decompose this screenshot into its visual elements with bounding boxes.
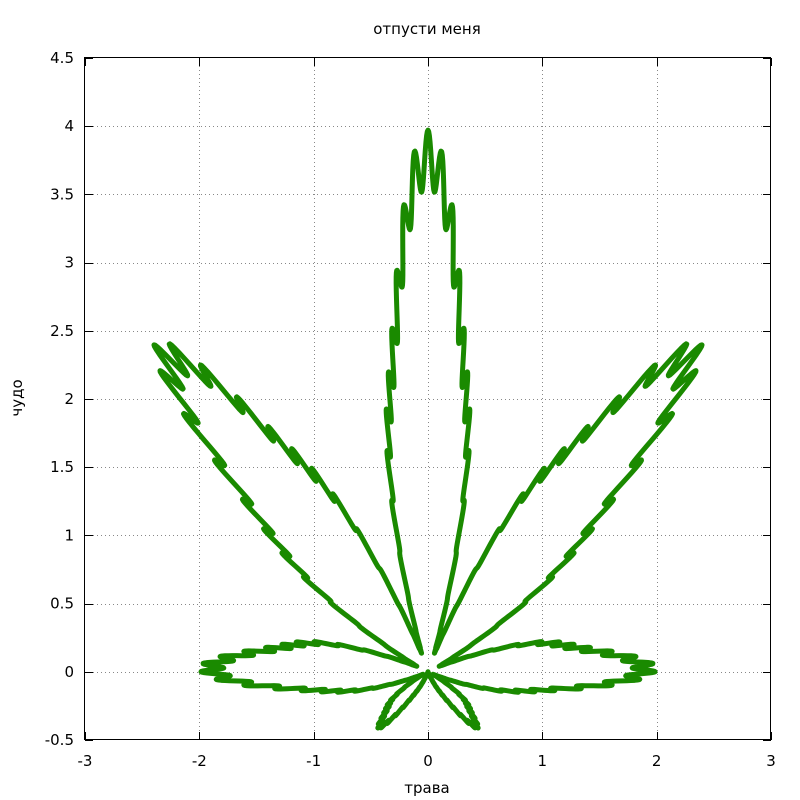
- y-axis-label: чудо: [8, 379, 26, 416]
- plot-frame: [84, 57, 771, 740]
- x-tick-label: 2: [652, 752, 662, 770]
- grid-lines: [85, 58, 771, 740]
- y-tick-label: 2: [64, 390, 74, 408]
- axis-ticks: [85, 58, 772, 741]
- y-tick-label: 2.5: [50, 322, 74, 340]
- x-tick-label: 0: [423, 752, 433, 770]
- y-tick-label: 3: [64, 254, 74, 272]
- y-tick-label: 0: [64, 663, 74, 681]
- x-tick-label: 1: [538, 752, 548, 770]
- x-tick-label: 3: [766, 752, 776, 770]
- y-tick-label: 4: [64, 117, 74, 135]
- series-group: [151, 127, 705, 731]
- y-tick-label: 3.5: [50, 185, 74, 203]
- y-tick-label: 1.5: [50, 458, 74, 476]
- x-tick-label: -2: [192, 752, 207, 770]
- y-tick-label: 1: [64, 526, 74, 544]
- y-tick-label: 0.5: [50, 595, 74, 613]
- series-line: [151, 127, 705, 731]
- x-axis-label: трава: [404, 779, 449, 797]
- y-tick-label: 4.5: [50, 49, 74, 67]
- tick-labels: -3 -2 -1 0 1 2 3 -0.5 0 0.5 1 1.5 2 2.5 3 3.5 4 4.5: [45, 49, 776, 770]
- chart-title: отпусти меня: [373, 20, 480, 38]
- x-tick-label: -3: [78, 752, 93, 770]
- y-tick-label: -0.5: [45, 731, 74, 749]
- x-tick-label: -1: [306, 752, 321, 770]
